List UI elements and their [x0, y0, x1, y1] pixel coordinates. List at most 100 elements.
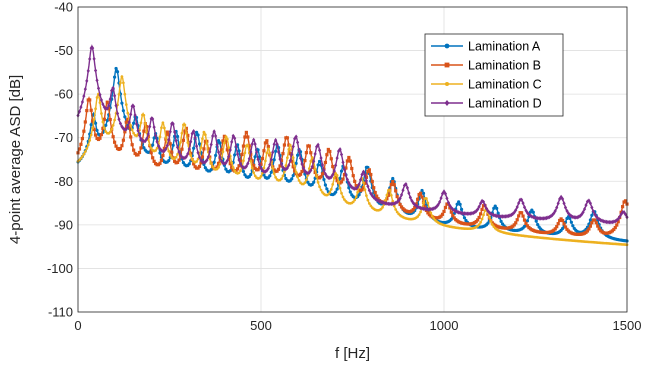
- data-point: [307, 144, 311, 148]
- data-point: [115, 70, 120, 74]
- data-point: [243, 151, 247, 155]
- data-point: [422, 201, 425, 205]
- data-point: [357, 193, 361, 197]
- x-tick-label: 0: [74, 318, 81, 333]
- x-axis-label: f [Hz]: [335, 345, 370, 362]
- data-point: [243, 165, 247, 170]
- data-point: [283, 170, 286, 173]
- data-point: [596, 224, 600, 228]
- data-point: [145, 125, 149, 129]
- y-tick-label: -40: [54, 0, 73, 15]
- data-point: [294, 170, 298, 174]
- data-point: [310, 159, 314, 163]
- data-point: [233, 153, 237, 157]
- data-point: [303, 158, 307, 163]
- data-point: [234, 169, 238, 173]
- data-point: [546, 215, 550, 220]
- data-point: [221, 150, 225, 154]
- data-point: [143, 122, 147, 126]
- data-point: [246, 161, 250, 166]
- data-point: [121, 138, 125, 142]
- data-point: [563, 205, 568, 210]
- data-point: [476, 207, 480, 212]
- data-point: [375, 194, 379, 198]
- data-point: [266, 147, 270, 151]
- data-point: [305, 178, 308, 182]
- x-tick-label: 1000: [430, 318, 459, 333]
- data-point: [560, 226, 565, 231]
- data-point: [420, 206, 424, 211]
- data-point: [367, 202, 371, 205]
- data-point: [247, 144, 251, 148]
- data-point: [175, 134, 180, 139]
- data-point: [590, 213, 594, 217]
- data-point: [322, 177, 326, 182]
- data-point: [296, 140, 300, 145]
- data-point: [363, 188, 367, 192]
- data-point: [253, 174, 257, 178]
- data-point: [149, 146, 153, 150]
- data-point: [323, 160, 328, 165]
- data-point: [315, 175, 318, 178]
- data-point: [186, 133, 190, 138]
- data-point: [130, 128, 134, 132]
- data-point: [612, 219, 616, 224]
- data-point: [388, 189, 392, 192]
- data-point: [183, 123, 187, 127]
- data-point: [253, 141, 257, 147]
- data-point: [152, 136, 156, 140]
- data-point: [257, 155, 262, 159]
- series-layer: [76, 44, 629, 247]
- data-point: [155, 139, 159, 144]
- data-point: [287, 163, 291, 168]
- data-point: [257, 162, 262, 167]
- data-point: [192, 146, 196, 150]
- data-point: [252, 137, 256, 143]
- data-point: [462, 216, 467, 220]
- data-point: [279, 162, 284, 167]
- data-point: [224, 139, 228, 143]
- data-point: [152, 159, 156, 163]
- data-point: [486, 221, 490, 225]
- y-tick-label: -70: [54, 130, 73, 145]
- data-point: [113, 75, 117, 79]
- data-point: [385, 197, 389, 201]
- data-point: [235, 167, 240, 171]
- data-point: [515, 218, 519, 222]
- data-point: [290, 152, 294, 157]
- data-point: [262, 149, 266, 153]
- data-point: [122, 81, 125, 85]
- data-point: [373, 196, 377, 201]
- data-point: [110, 88, 114, 93]
- data-point: [263, 169, 267, 174]
- data-point: [174, 138, 178, 143]
- data-point: [482, 213, 485, 217]
- data-point: [399, 192, 404, 198]
- data-point: [411, 200, 415, 206]
- data-point: [297, 179, 301, 182]
- data-point: [105, 100, 109, 104]
- data-point: [338, 186, 342, 190]
- data-point: [420, 188, 424, 193]
- data-point: [417, 213, 421, 217]
- data-point: [216, 138, 221, 143]
- data-point: [332, 176, 336, 180]
- data-point: [297, 148, 301, 153]
- data-point: [479, 212, 483, 216]
- data-point: [93, 133, 98, 137]
- data-point: [391, 199, 395, 203]
- data-point: [363, 181, 367, 185]
- data-point: [454, 209, 458, 214]
- data-point: [167, 158, 171, 163]
- data-point: [158, 135, 162, 139]
- data-point: [82, 129, 86, 133]
- data-point: [525, 219, 530, 223]
- data-point: [184, 154, 188, 159]
- data-point: [246, 144, 250, 148]
- data-point: [274, 137, 278, 143]
- data-point: [522, 204, 527, 210]
- data-point: [259, 162, 263, 166]
- data-point: [246, 135, 250, 139]
- data-point: [313, 167, 317, 171]
- data-point: [196, 166, 200, 170]
